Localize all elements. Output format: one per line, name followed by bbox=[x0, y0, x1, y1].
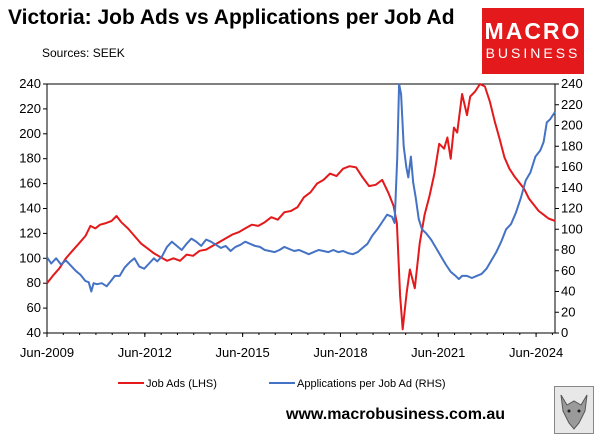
x-tick-label: Jun-2009 bbox=[20, 345, 74, 360]
right-tick-label: 120 bbox=[561, 201, 583, 216]
left-tick-label: 140 bbox=[19, 201, 41, 216]
right-tick-label: 160 bbox=[561, 159, 583, 174]
chart-title: Victoria: Job Ads vs Applications per Jo… bbox=[8, 6, 455, 29]
right-tick-label: 20 bbox=[561, 304, 575, 319]
applications-line bbox=[46, 83, 556, 293]
right-tick-label: 80 bbox=[561, 242, 575, 257]
website-url: www.macrobusiness.com.au bbox=[286, 406, 506, 423]
left-tick-label: 180 bbox=[19, 151, 41, 166]
left-tick-label: 120 bbox=[19, 225, 41, 240]
legend-label: Job Ads (LHS) bbox=[146, 378, 217, 390]
right-tick-label: 0 bbox=[561, 325, 568, 340]
logo-line-2: BUSINESS bbox=[485, 45, 581, 61]
macrobusiness-logo: MACRO BUSINESS bbox=[482, 8, 584, 74]
left-tick-label: 60 bbox=[27, 300, 41, 315]
x-tick-label: Jun-2012 bbox=[118, 345, 172, 360]
left-tick-label: 200 bbox=[19, 126, 41, 141]
job-ads-line bbox=[46, 83, 556, 331]
legend-label: Applications per Job Ad (RHS) bbox=[297, 378, 446, 390]
left-tick-label: 40 bbox=[27, 325, 41, 340]
x-tick-label: Jun-2024 bbox=[509, 345, 563, 360]
right-tick-label: 60 bbox=[561, 263, 575, 278]
x-tick-label: Jun-2018 bbox=[313, 345, 367, 360]
right-tick-label: 220 bbox=[561, 97, 583, 112]
wolf-icon bbox=[560, 394, 588, 430]
logo-line-1: MACRO bbox=[484, 18, 582, 44]
wolf-logo-image bbox=[554, 386, 594, 434]
x-tick-label: Jun-2015 bbox=[216, 345, 270, 360]
right-tick-label: 100 bbox=[561, 221, 583, 236]
x-tick-label: Jun-2021 bbox=[411, 345, 465, 360]
right-tick-label: 40 bbox=[561, 284, 575, 299]
source-note: Sources: SEEK bbox=[42, 46, 125, 60]
left-tick-label: 220 bbox=[19, 101, 41, 116]
left-tick-label: 160 bbox=[19, 176, 41, 191]
plot-frame bbox=[46, 83, 556, 334]
left-tick-label: 80 bbox=[27, 275, 41, 290]
right-tick-label: 240 bbox=[561, 76, 583, 91]
right-tick-label: 140 bbox=[561, 180, 583, 195]
left-tick-label: 240 bbox=[19, 76, 41, 91]
left-tick-label: 100 bbox=[19, 250, 41, 265]
right-tick-label: 180 bbox=[561, 138, 583, 153]
right-tick-label: 200 bbox=[561, 118, 583, 133]
